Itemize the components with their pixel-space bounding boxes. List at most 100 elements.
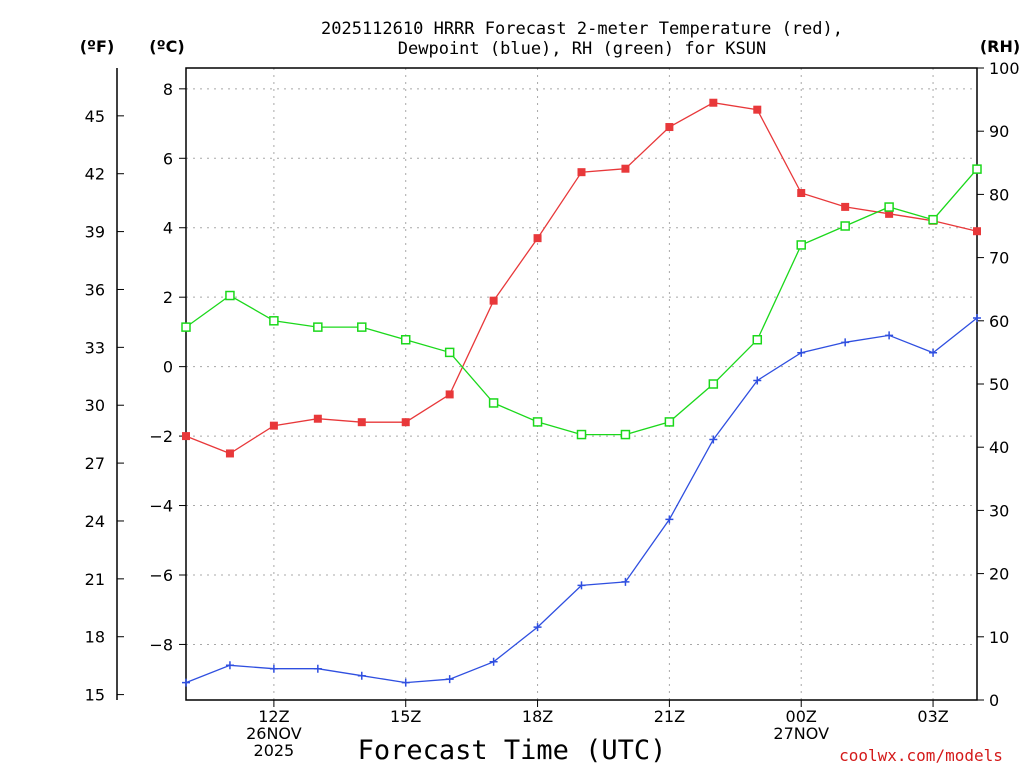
- rh-tick-label: 20: [989, 565, 1009, 584]
- temperature-point: [357, 418, 366, 427]
- rh-tick-label: 90: [989, 122, 1009, 141]
- temperature-point: [269, 421, 278, 430]
- dewpoint-point: [401, 678, 410, 687]
- celsius-tick-label: 0: [163, 358, 173, 377]
- x-tick-label: 2025: [254, 741, 295, 760]
- rh-point: [532, 417, 543, 427]
- x-tick-label: 18Z: [522, 707, 553, 726]
- temperature-point: [885, 209, 894, 218]
- rh-tick-label: 70: [989, 249, 1009, 268]
- temperature-point: [577, 168, 586, 177]
- temperature-line: [185, 102, 978, 455]
- rh-tick-label: 80: [989, 185, 1009, 204]
- temperature-point: [489, 296, 498, 305]
- dewpoint-point: [709, 435, 718, 444]
- dewpoint-point: [225, 661, 234, 670]
- rh-point: [840, 221, 850, 231]
- fahrenheit-tick-label: 42: [85, 165, 105, 184]
- rh-unit-label: (RH): [980, 37, 1020, 56]
- fahrenheit-tick-label: 24: [85, 512, 105, 531]
- axes: −8−6−4−202468151821242730333639424501020…: [85, 59, 1020, 760]
- celsius-tick-label: 8: [163, 80, 173, 99]
- dewpoint-point: [885, 331, 894, 340]
- temperature-point: [973, 227, 981, 236]
- credit-text: coolwx.com/models: [839, 746, 1003, 765]
- rh-point: [664, 417, 675, 427]
- temperature-point: [401, 418, 410, 427]
- celsius-tick-label: −4: [149, 497, 173, 516]
- dewpoint-point: [533, 623, 542, 632]
- rh-point: [400, 335, 411, 345]
- fahrenheit-unit-label: (ºF): [80, 37, 115, 56]
- rh-tick-label: 30: [989, 501, 1009, 520]
- dewpoint-point: [313, 664, 322, 673]
- fahrenheit-tick-label: 21: [85, 570, 105, 589]
- temperature-point: [621, 164, 630, 173]
- x-tick-label: 12Z: [258, 707, 289, 726]
- x-tick-label: 27NOV: [773, 724, 829, 743]
- x-tick-label: 00Z: [786, 707, 817, 726]
- temperature-point: [841, 202, 850, 211]
- dewpoint-point: [929, 348, 938, 357]
- celsius-tick-label: −6: [149, 566, 173, 585]
- dewpoint-point: [269, 664, 278, 673]
- rh-point: [181, 322, 191, 332]
- rh-tick-label: 0: [989, 691, 999, 710]
- dewpoint-point: [665, 515, 674, 524]
- rh-point: [225, 290, 235, 301]
- fahrenheit-tick-label: 33: [85, 338, 105, 357]
- dewpoint-point: [489, 657, 498, 666]
- rh-point: [620, 429, 631, 440]
- rh-tick-label: 60: [989, 312, 1009, 331]
- dewpoint-line: [185, 317, 978, 684]
- temperature-point: [225, 449, 234, 458]
- rh-point: [313, 322, 323, 332]
- dewpoint-point: [445, 675, 454, 684]
- temperature-point: [797, 189, 806, 198]
- rh-point: [884, 202, 894, 212]
- dewpoint-point: [973, 314, 981, 323]
- temperature-point: [709, 98, 718, 107]
- rh-tick-label: 100: [989, 59, 1020, 78]
- dewpoint-point: [797, 348, 806, 357]
- celsius-tick-label: −2: [149, 427, 173, 446]
- temperature-point: [182, 432, 190, 441]
- temperature-point: [445, 390, 454, 399]
- rh-point: [752, 335, 763, 345]
- fahrenheit-tick-label: 27: [85, 454, 105, 473]
- celsius-unit-label: (ºC): [149, 37, 184, 56]
- dewpoint-point: [753, 376, 762, 385]
- dewpoint-point: [577, 581, 586, 590]
- dewpoint-point: [182, 678, 190, 687]
- chart-title-line-2: Dewpoint (blue), RH (green) for KSUN: [398, 39, 766, 59]
- x-tick-label: 03Z: [917, 707, 948, 726]
- x-tick-label: 26NOV: [246, 724, 302, 743]
- rh-point: [269, 316, 279, 326]
- fahrenheit-tick-label: 36: [85, 280, 105, 299]
- rh-point: [928, 214, 938, 225]
- celsius-tick-label: 2: [163, 288, 173, 307]
- rh-point: [708, 379, 719, 389]
- rh-tick-label: 40: [989, 438, 1009, 457]
- celsius-tick-label: −8: [149, 635, 173, 654]
- temperature-point: [313, 414, 322, 423]
- rh-point: [796, 240, 806, 250]
- x-tick-label: 21Z: [654, 707, 685, 726]
- fahrenheit-tick-label: 30: [85, 396, 105, 415]
- fahrenheit-tick-label: 39: [85, 223, 105, 242]
- rh-point: [357, 322, 367, 332]
- data-series: [181, 98, 982, 687]
- fahrenheit-tick-label: 45: [85, 107, 105, 126]
- celsius-tick-label: 6: [163, 149, 173, 168]
- gridlines: [186, 68, 977, 700]
- celsius-tick-label: 4: [163, 219, 173, 238]
- dewpoint-point: [621, 577, 630, 586]
- dewpoint-point: [357, 671, 366, 680]
- rh-tick-label: 50: [989, 375, 1009, 394]
- chart-title-line-1: 2025112610 HRRR Forecast 2-meter Tempera…: [321, 19, 843, 39]
- rh-point: [576, 429, 587, 440]
- fahrenheit-tick-label: 15: [85, 686, 105, 705]
- temperature-point: [533, 234, 542, 243]
- plot-frame: [185, 67, 978, 701]
